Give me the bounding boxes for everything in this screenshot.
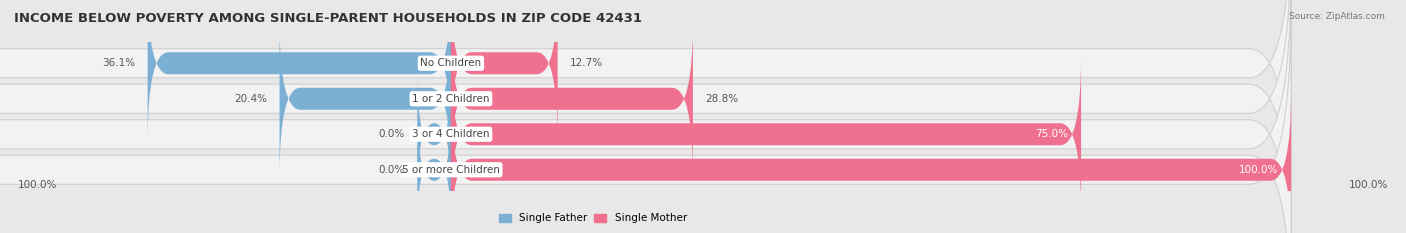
Text: 75.0%: 75.0% <box>1035 129 1069 139</box>
Text: INCOME BELOW POVERTY AMONG SINGLE-PARENT HOUSEHOLDS IN ZIP CODE 42431: INCOME BELOW POVERTY AMONG SINGLE-PARENT… <box>14 12 643 25</box>
FancyBboxPatch shape <box>0 0 1291 233</box>
Legend: Single Father, Single Mother: Single Father, Single Mother <box>495 209 692 228</box>
FancyBboxPatch shape <box>0 0 1291 233</box>
FancyBboxPatch shape <box>451 0 558 141</box>
Text: 36.1%: 36.1% <box>101 58 135 68</box>
Text: 28.8%: 28.8% <box>706 94 738 104</box>
Text: 1 or 2 Children: 1 or 2 Children <box>412 94 489 104</box>
Text: 100.0%: 100.0% <box>18 180 58 190</box>
Text: 100.0%: 100.0% <box>1348 180 1388 190</box>
Text: 0.0%: 0.0% <box>378 165 405 175</box>
Text: 0.0%: 0.0% <box>378 129 405 139</box>
Text: Source: ZipAtlas.com: Source: ZipAtlas.com <box>1289 12 1385 21</box>
FancyBboxPatch shape <box>0 0 1291 226</box>
FancyBboxPatch shape <box>280 21 451 177</box>
Text: 5 or more Children: 5 or more Children <box>402 165 501 175</box>
FancyBboxPatch shape <box>451 92 1291 233</box>
FancyBboxPatch shape <box>418 110 451 230</box>
FancyBboxPatch shape <box>148 0 451 141</box>
FancyBboxPatch shape <box>451 21 693 177</box>
Text: 100.0%: 100.0% <box>1239 165 1278 175</box>
FancyBboxPatch shape <box>0 7 1291 233</box>
FancyBboxPatch shape <box>418 74 451 194</box>
FancyBboxPatch shape <box>451 56 1081 212</box>
Text: 20.4%: 20.4% <box>233 94 267 104</box>
Text: 12.7%: 12.7% <box>571 58 603 68</box>
Text: No Children: No Children <box>420 58 481 68</box>
Text: 3 or 4 Children: 3 or 4 Children <box>412 129 489 139</box>
